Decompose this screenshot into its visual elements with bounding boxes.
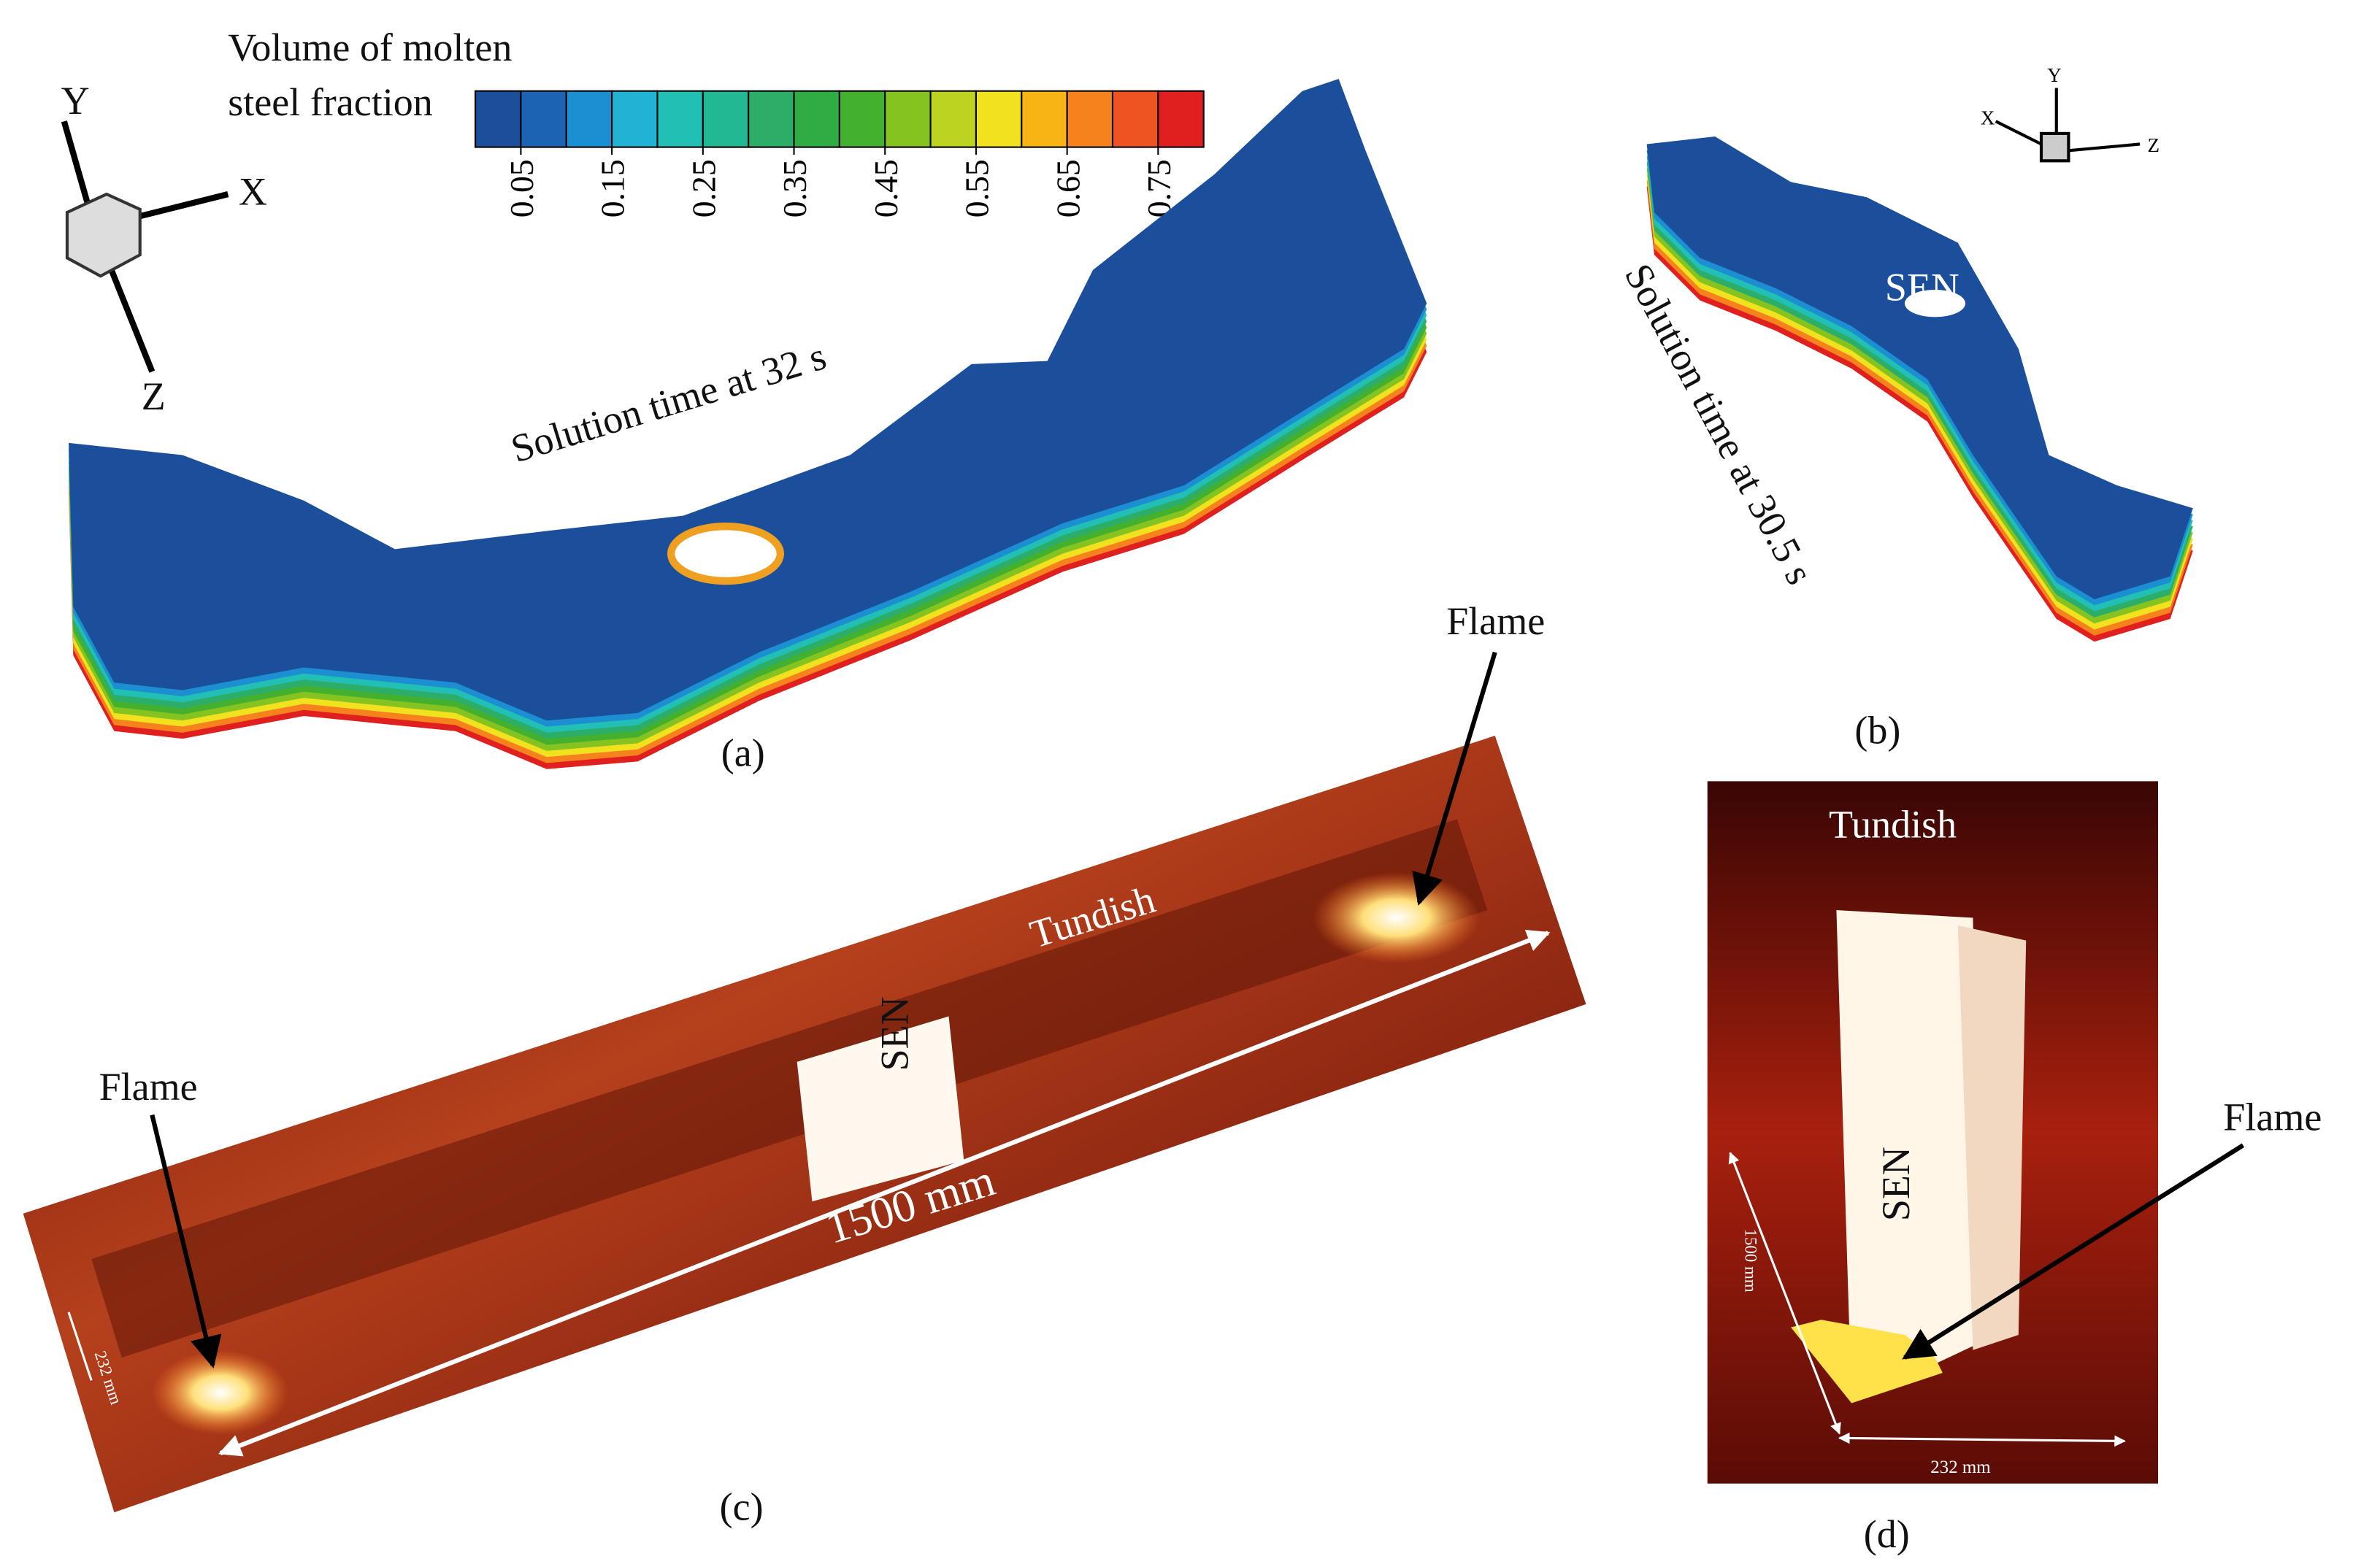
surface-layer bbox=[1646, 136, 2193, 599]
time-label: Solution time at 32 s bbox=[506, 334, 831, 471]
colorbar-segment bbox=[1157, 90, 1205, 148]
tundish-label: Tundish bbox=[1829, 802, 1957, 846]
panel-label: (b) bbox=[1854, 708, 1900, 752]
colorbar-segment bbox=[565, 90, 613, 148]
colorbar-tick-label: 0.05 bbox=[503, 159, 540, 217]
photo-d bbox=[1707, 781, 2159, 1484]
axis-triad bbox=[1995, 88, 2141, 163]
colorbar-tick-label: 0.35 bbox=[776, 159, 813, 217]
colorbar-segment bbox=[748, 90, 795, 148]
sen-label: SEN bbox=[1874, 1147, 1918, 1221]
colorbar-segment bbox=[702, 90, 750, 148]
surface-layer bbox=[69, 79, 1427, 721]
colorbar-title: steel fraction bbox=[228, 80, 432, 124]
colorbar-tick-label: 0.45 bbox=[867, 159, 905, 217]
sen-hole bbox=[1904, 289, 1966, 317]
arrow bbox=[1412, 651, 1497, 906]
colorbar-segment bbox=[656, 90, 704, 148]
colorbar: 0.05 0.15 0.25 0.35 0.45 0.55 0.65 0.75 bbox=[475, 90, 1205, 217]
colorbar-segment bbox=[1066, 90, 1114, 148]
axis-label: Y bbox=[2047, 64, 2062, 86]
colorbar-tick-label: 0.25 bbox=[685, 159, 722, 217]
surface-a bbox=[69, 79, 1427, 769]
colorbar-title: Volume of molten bbox=[228, 26, 512, 69]
sen-hole bbox=[667, 523, 785, 585]
axis-label: Y bbox=[61, 79, 90, 123]
width-label: 232 mm bbox=[1930, 1458, 1990, 1477]
arrow bbox=[1902, 1143, 2245, 1360]
surface-b bbox=[1646, 136, 2193, 642]
colorbar-tick-label: 0.55 bbox=[959, 159, 996, 217]
colorbar-segment bbox=[611, 90, 659, 148]
colorbar-tick-label: 0.75 bbox=[1140, 159, 1178, 217]
colorbar-segment bbox=[838, 90, 886, 148]
sen-label: SEN bbox=[872, 996, 916, 1071]
colorbar-segment bbox=[793, 90, 840, 148]
flame-label: Flame bbox=[99, 1065, 198, 1109]
colorbar-segment bbox=[884, 90, 932, 148]
sen-label: SEN bbox=[686, 529, 761, 573]
colorbar-segment bbox=[520, 90, 567, 148]
axis-triad bbox=[61, 120, 229, 373]
colorbar-tick-label: 0.65 bbox=[1049, 159, 1086, 217]
sen-label: SEN bbox=[1885, 266, 1959, 309]
axis-label: X bbox=[1981, 107, 1995, 128]
arrow bbox=[150, 1114, 222, 1368]
colorbar-segment bbox=[929, 90, 977, 148]
axis-label: Z bbox=[2147, 134, 2160, 156]
axis-label: Z bbox=[142, 374, 166, 418]
colorbar-segment bbox=[975, 90, 1023, 148]
colorbar-segment bbox=[1111, 90, 1159, 148]
flame-label: Flame bbox=[1446, 599, 1545, 643]
flame-label: Flame bbox=[2223, 1095, 2322, 1139]
colorbar-segment bbox=[475, 90, 522, 148]
colorbar-tick-label: 0.15 bbox=[594, 159, 632, 217]
colorbar-segment bbox=[1021, 90, 1068, 148]
panel-label: (a) bbox=[721, 731, 765, 775]
axis-label: X bbox=[239, 170, 267, 214]
length-label: 1500 mm bbox=[1742, 1229, 1760, 1293]
panel-label: (c) bbox=[720, 1485, 764, 1529]
photo-c bbox=[23, 736, 1586, 1513]
panel-label: (d) bbox=[1864, 1512, 1910, 1556]
